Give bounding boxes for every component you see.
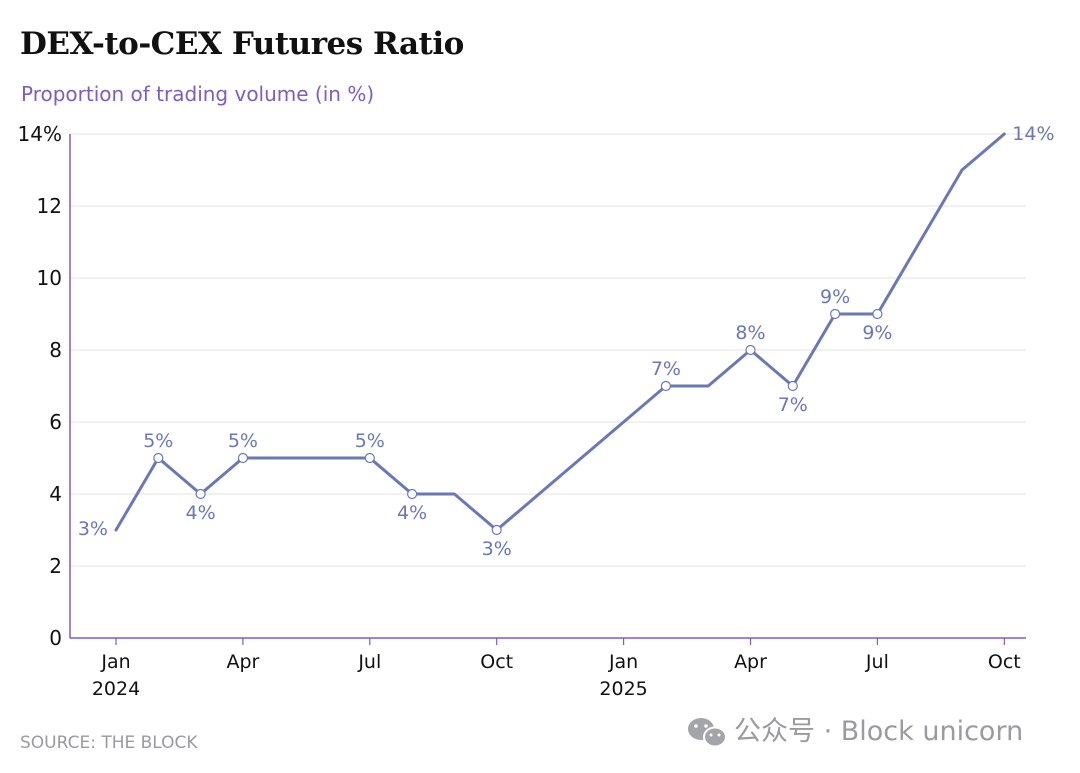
chart-title: DEX-to-CEX Futures Ratio (20, 26, 464, 62)
gridlines (70, 133, 1026, 567)
axes (69, 134, 1026, 639)
data-label: 8% (735, 322, 765, 344)
source-note: SOURCE: THE BLOCK (20, 733, 198, 753)
series (114, 132, 1006, 532)
data-point (491, 524, 502, 536)
chart-subtitle: Proportion of trading volume (in %) (21, 82, 374, 106)
y-tick-label: 14% (18, 122, 62, 146)
data-label: 9% (820, 286, 850, 308)
data-label: 4% (397, 502, 427, 524)
y-tick-label: 10 (37, 266, 62, 290)
y-tick-label: 2 (49, 554, 62, 578)
data-label: 5% (228, 430, 258, 452)
data-label: 7% (778, 394, 808, 416)
data-point (872, 308, 883, 320)
data-point (237, 452, 248, 464)
data-label: 3% (78, 518, 108, 540)
data-label: 3% (482, 538, 512, 560)
y-tick-label: 8 (49, 338, 62, 362)
watermark-text: 公众号 · Block unicorn (734, 716, 1023, 747)
data-label: 7% (651, 358, 681, 380)
data-point (407, 488, 418, 500)
data-point (745, 344, 756, 356)
y-tick-label: 12 (37, 194, 62, 218)
wechat-icon (688, 718, 727, 748)
data-label: 5% (143, 430, 173, 452)
x-axis-ticks: Jan 2024 Apr Jul Oct Jan 2025 Apr Jul Oct (92, 638, 1021, 700)
data-point (153, 452, 164, 464)
x-tick-label: 2024 (92, 678, 140, 700)
x-tick-label: Apr (226, 651, 259, 673)
x-tick-label: 2025 (599, 678, 647, 700)
data-point (787, 380, 798, 392)
series-line (114, 132, 1006, 532)
data-point (660, 380, 672, 392)
watermark: 公众号 · Block unicorn (688, 716, 1023, 748)
data-point (364, 452, 375, 464)
x-tick-label: Apr (734, 651, 767, 673)
x-tick-label: Jan (100, 651, 130, 673)
x-tick-label: Oct (988, 651, 1021, 673)
y-axis-ticks: 0 2 4 6 8 10 12 14% (18, 122, 62, 650)
data-label: 4% (186, 502, 216, 524)
y-tick-label: 0 (49, 626, 62, 650)
x-tick-label: Oct (480, 651, 513, 673)
data-label: 14% (1012, 123, 1054, 145)
x-tick-label: Jul (357, 651, 381, 673)
y-tick-label: 6 (49, 410, 62, 434)
data-label: 5% (355, 430, 385, 452)
x-tick-label: Jan (608, 651, 638, 673)
point-markers (153, 308, 883, 536)
x-tick-label: Jul (865, 651, 889, 673)
data-point (195, 488, 206, 500)
data-label: 9% (862, 322, 892, 344)
y-tick-label: 4 (49, 482, 62, 506)
data-point (829, 308, 841, 320)
data-labels: 3% 5% 4% 5% 5% 4% 3% 7% 8% 7% 9% 9% 14% (78, 123, 1055, 560)
